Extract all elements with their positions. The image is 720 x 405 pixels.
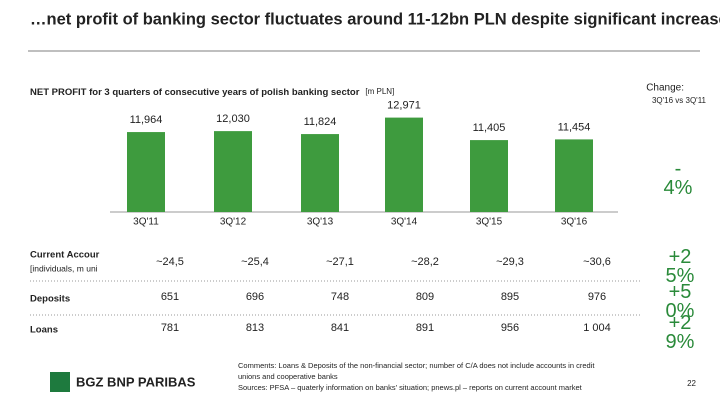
logo-text: BGZ BNP PARIBAS <box>76 374 196 389</box>
footnote: Sources: PFSA – quaterly information on … <box>238 383 583 392</box>
value-label: 12,971 <box>387 100 421 112</box>
bar <box>385 117 423 212</box>
value-label: 11,454 <box>558 121 591 133</box>
bar <box>127 132 165 212</box>
row-change: +29% <box>665 312 695 353</box>
x-tick-label: 3Q'14 <box>391 217 418 228</box>
chart-title-text: NET PROFIT for 3 quarters of consecutive… <box>30 87 360 98</box>
table-cell: ~30,6 <box>583 256 611 268</box>
table-cell: ~24,5 <box>156 256 184 268</box>
table-cell: 813 <box>246 322 264 334</box>
row-label: Loans <box>30 325 58 336</box>
bar <box>214 131 252 212</box>
row-change: +50% <box>665 281 695 322</box>
table-cell: ~25,4 <box>241 256 269 268</box>
table-cell: 696 <box>246 291 264 303</box>
table-cell: 1 004 <box>583 322 611 334</box>
row-label: Deposits <box>30 294 70 305</box>
row-label: Current Accour <box>30 250 100 261</box>
footnote: Comments: Loans & Deposits of the non-fi… <box>238 361 595 370</box>
x-tick-label: 3Q'16 <box>561 217 588 228</box>
x-tick-label: 3Q'12 <box>220 217 247 228</box>
logo: BGZ BNP PARIBAS <box>50 372 196 392</box>
table-cell: 956 <box>501 322 519 334</box>
table-cell: 809 <box>416 291 434 303</box>
table-cell: ~28,2 <box>411 256 439 268</box>
table-cell: 895 <box>501 291 519 303</box>
chart-unit: [m PLN] <box>365 87 394 96</box>
table-cell: 781 <box>161 322 179 334</box>
page-number: 22 <box>687 379 696 388</box>
value-label: 12,030 <box>216 113 250 125</box>
chart-title: NET PROFIT for 3 quarters of consecutive… <box>30 87 394 98</box>
change-value: -4% <box>663 158 693 199</box>
x-tick-label: 3Q'13 <box>307 217 334 228</box>
change-subtitle: 3Q'16 vs 3Q'11 <box>652 96 707 105</box>
bar <box>470 140 508 212</box>
x-tick-label: 3Q'11 <box>133 217 159 228</box>
x-tick-label: 3Q'15 <box>476 217 503 228</box>
table-cell: ~29,3 <box>496 256 524 268</box>
table-cell: 748 <box>331 291 349 303</box>
value-label: 11,824 <box>304 116 337 128</box>
row-sublabel: [individuals, m uni <box>30 263 98 273</box>
bar <box>555 139 593 212</box>
table-cell: 651 <box>161 291 179 303</box>
table-cell: 841 <box>331 322 349 334</box>
table-cell: 891 <box>416 322 434 334</box>
slide-title: …net profit of banking sector fluctuates… <box>30 10 720 28</box>
table-cell: ~27,1 <box>326 256 354 268</box>
logo-mark <box>50 372 70 392</box>
table-cell: 976 <box>588 291 606 303</box>
bar <box>301 134 339 212</box>
value-label: 11,964 <box>130 114 163 126</box>
footnote: unions and cooperative banks <box>238 372 338 381</box>
row-change: +25% <box>665 246 695 287</box>
change-title: Change: <box>646 83 684 94</box>
value-label: 11,405 <box>473 122 506 134</box>
